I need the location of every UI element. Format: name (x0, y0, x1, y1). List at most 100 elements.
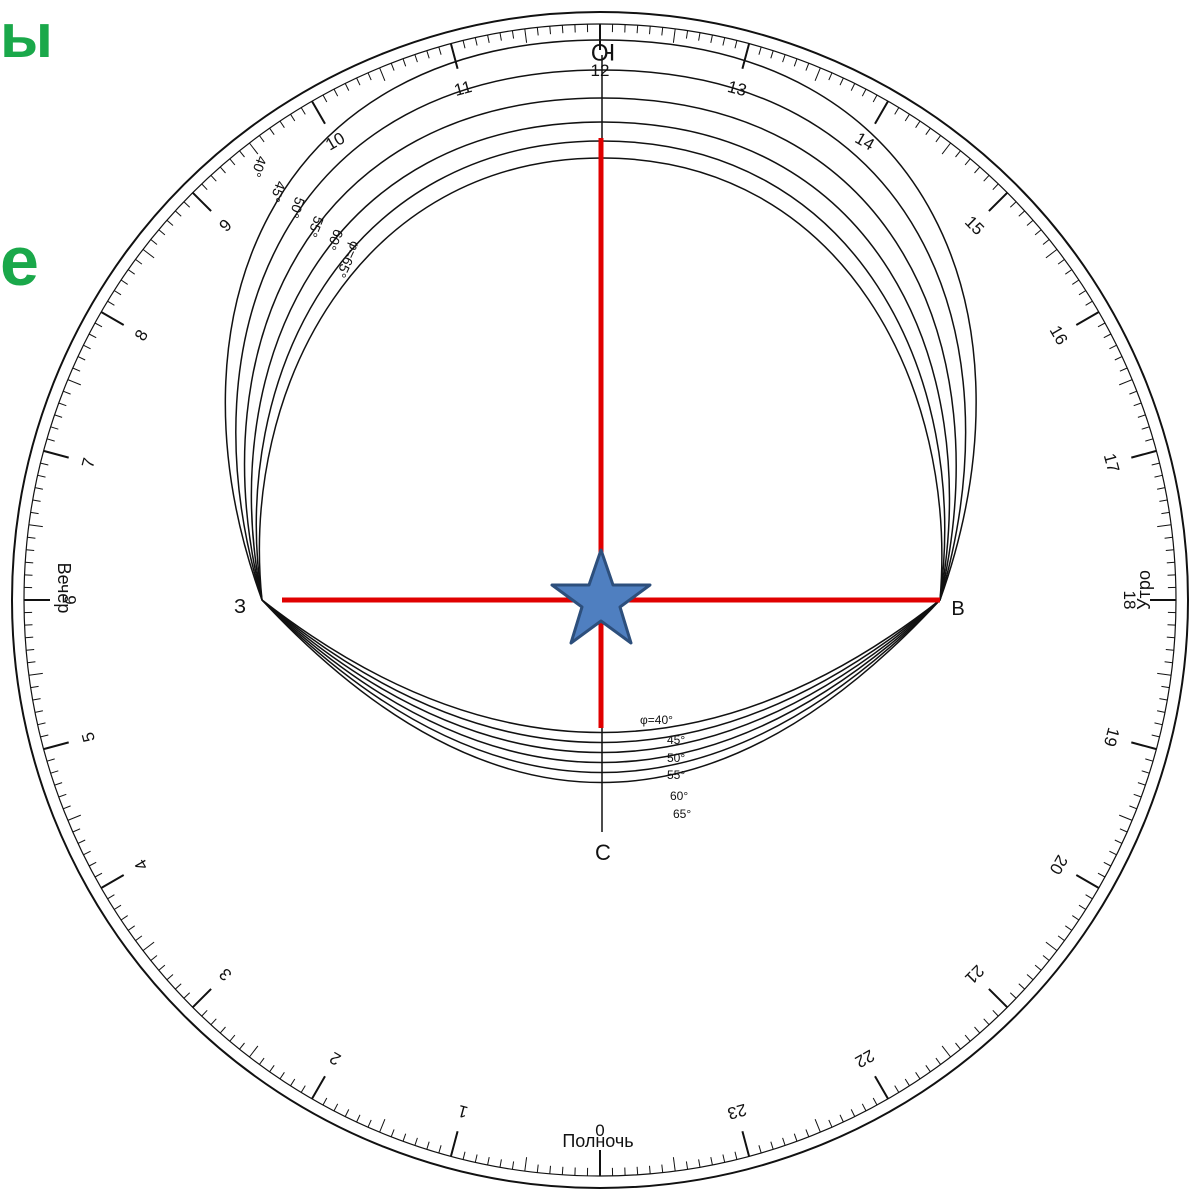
dial-tick (770, 50, 774, 59)
dial-tick (955, 1042, 961, 1050)
dial-tick (210, 1018, 217, 1026)
dial-tick (988, 988, 1009, 1009)
dial-tick (269, 127, 275, 135)
dial-tick (1154, 474, 1163, 478)
dial-tick (43, 741, 69, 751)
dial-tick (1045, 941, 1058, 951)
dial-tick (904, 113, 910, 122)
dial-tick (1131, 449, 1157, 459)
dial-tick (1141, 426, 1150, 430)
dial-tick (166, 219, 174, 226)
dial-tick (734, 40, 738, 49)
dial-tick (107, 300, 115, 306)
hour-label-10: 10 (322, 128, 348, 154)
dial-tick (561, 1166, 564, 1175)
dial-tick (135, 258, 143, 265)
dial-tick (32, 499, 41, 502)
dial-tick (1133, 793, 1142, 798)
dial-tick (1129, 390, 1137, 395)
dial-tick (88, 333, 97, 339)
dial-tick (850, 83, 856, 91)
dial-tick (219, 1026, 226, 1034)
dial-tick (741, 43, 751, 69)
dial-tick (549, 26, 551, 35)
dial-tick (536, 27, 539, 36)
dial-tick (474, 1154, 478, 1163)
dial-tick (30, 511, 39, 515)
dial-tick (722, 37, 726, 46)
dial-tick (83, 344, 91, 350)
dial-tick (414, 1137, 418, 1146)
dial-tick (894, 107, 900, 115)
dial-tick (661, 27, 664, 36)
dial-tick (1131, 741, 1157, 751)
dial-tick (219, 166, 226, 174)
dial-tick (925, 1065, 931, 1073)
dial-tick (1097, 872, 1106, 878)
dial-tick (722, 1154, 726, 1163)
dial-tick (1018, 983, 1026, 990)
dial-tick (300, 1085, 306, 1093)
dial-tick (1154, 722, 1163, 726)
dial-tick (166, 974, 174, 981)
dial-tick (983, 1018, 990, 1026)
dial-tick (249, 142, 259, 155)
dial-tick (300, 107, 306, 115)
dial-tick (54, 782, 63, 786)
midnight-label: Полночь (562, 1131, 633, 1151)
dial-tick (27, 661, 36, 664)
dial-tick (26, 549, 35, 551)
dial-tick (805, 1129, 810, 1137)
dial-tick (964, 1034, 971, 1042)
cardinal-west: З (234, 596, 246, 618)
hour-label-20: 20 (1046, 852, 1072, 878)
dial-tick (1057, 935, 1065, 942)
dial-tick (782, 54, 786, 63)
dial-tick (1026, 974, 1034, 981)
dial-tick (25, 636, 34, 639)
dial-tick (474, 37, 478, 46)
dial-tick (1159, 499, 1168, 502)
dial-tick (839, 1114, 844, 1123)
dial-tick (1078, 904, 1087, 910)
dial-tick (258, 1057, 265, 1065)
dial-tick (874, 100, 889, 125)
dial-tick (63, 805, 71, 810)
dial-tick (150, 239, 158, 245)
dial-tick (239, 1042, 245, 1050)
dial-tick (34, 710, 44, 713)
dial-tick (1137, 782, 1146, 786)
dial-tick (46, 438, 55, 442)
dial-tick (94, 872, 103, 878)
lower-lat-label-40: φ=40° (640, 713, 673, 727)
dial-tick (511, 1161, 515, 1170)
lower-lat-label-65: 65° (673, 807, 691, 821)
dial-tick (113, 904, 122, 910)
dial-tick (50, 426, 59, 430)
dial-tick (414, 54, 418, 63)
dial-tick (685, 1161, 689, 1170)
dial-tick (828, 1119, 833, 1128)
dial-tick (874, 1075, 889, 1100)
dial-tick (311, 100, 326, 125)
dial-tick (988, 191, 1009, 212)
dial-tick (549, 1165, 551, 1174)
dial-tick (30, 685, 39, 689)
dial-tick (379, 1119, 386, 1133)
dial-tick (72, 367, 81, 372)
hour-label-8: 8 (131, 326, 152, 344)
dial-tick (1045, 249, 1058, 259)
dial-tick (1109, 344, 1117, 350)
dial-tick (113, 290, 122, 296)
dial-tick (367, 72, 372, 81)
dial-tick (449, 43, 459, 69)
dial-tick (1151, 462, 1160, 466)
dial-tick (390, 1129, 395, 1137)
dial-tick (142, 249, 155, 259)
dial-tick (158, 964, 166, 971)
cardinal-south: Ю (591, 38, 615, 65)
dial-tick (63, 390, 71, 395)
dial-tick (58, 793, 67, 798)
dial-tick (402, 58, 407, 67)
dial-tick (1129, 805, 1137, 810)
